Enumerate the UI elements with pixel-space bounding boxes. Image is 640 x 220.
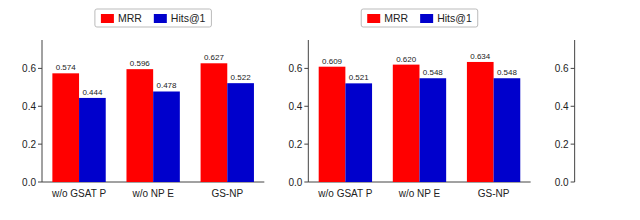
legend-frame <box>95 9 212 27</box>
bar <box>494 78 521 182</box>
data-label: 0.620 <box>396 55 417 64</box>
y-tick-label: 0.0 <box>555 177 569 188</box>
legend: MRR Hits@1 <box>361 9 478 27</box>
y-tick-label: 0.0 <box>288 177 302 188</box>
x-tick-label: GS-NP <box>211 188 243 199</box>
y-tick <box>38 144 42 145</box>
bar <box>319 67 346 182</box>
legend-swatch <box>154 14 167 23</box>
legend-label: MRR <box>118 12 142 24</box>
x-tick-label: w/o GSAT P <box>51 188 106 199</box>
data-label: 0.478 <box>156 81 177 90</box>
x-tick-label: GS-NP <box>478 188 510 199</box>
y-tick-label: 0.0 <box>22 177 36 188</box>
bar <box>201 63 228 182</box>
legend-label: Hits@1 <box>437 12 472 24</box>
data-label: 0.548 <box>423 68 444 77</box>
bar <box>52 73 79 182</box>
legend-label: Hits@1 <box>171 12 206 24</box>
y-tick-label: 0.4 <box>555 101 569 112</box>
y-tick <box>38 106 42 107</box>
y-axis-line <box>574 40 575 182</box>
data-label: 0.574 <box>56 63 77 72</box>
bar <box>419 78 446 182</box>
data-label: 0.522 <box>231 73 252 82</box>
y-axis-line <box>308 40 309 182</box>
bar <box>153 91 180 182</box>
data-label: 0.521 <box>349 73 370 82</box>
y-tick <box>304 182 308 183</box>
legend-frame <box>361 9 478 27</box>
y-tick <box>38 182 42 183</box>
y-tick-label: 0.2 <box>555 139 569 150</box>
y-tick <box>571 106 575 107</box>
y-tick <box>38 68 42 69</box>
legend-swatch <box>367 14 380 23</box>
panel: 0.0 0.2 0.4 0.6 w/o GSAT P w/o NP E GS-NP 0.574… <box>22 9 264 199</box>
bar <box>79 98 106 182</box>
y-tick <box>304 144 308 145</box>
y-tick-label: 0.6 <box>555 63 569 74</box>
legend-swatch <box>420 14 433 23</box>
y-tick <box>571 182 575 183</box>
y-axis-line <box>42 40 43 182</box>
data-label: 0.444 <box>82 88 103 97</box>
y-tick <box>571 144 575 145</box>
data-label: 0.609 <box>322 57 343 66</box>
bars <box>52 63 254 182</box>
y-tick-label: 0.4 <box>288 101 302 112</box>
x-tick-label: w/o NP E <box>398 188 441 199</box>
bar <box>467 62 494 182</box>
bar <box>393 65 420 182</box>
bar <box>345 83 372 182</box>
y-tick-label: 0.2 <box>288 139 302 150</box>
y-tick <box>304 106 308 107</box>
y-tick-label: 0.6 <box>288 63 302 74</box>
legend: MRR Hits@1 <box>95 9 212 27</box>
legend-swatch <box>101 14 114 23</box>
y-tick <box>571 68 575 69</box>
legend-label: MRR <box>384 12 408 24</box>
x-tick-label: w/o GSAT P <box>317 188 372 199</box>
y-tick-label: 0.6 <box>22 63 36 74</box>
bars <box>319 62 521 182</box>
y-tick-label: 0.2 <box>22 139 36 150</box>
data-label: 0.627 <box>204 53 225 62</box>
data-label: 0.596 <box>130 59 151 68</box>
bar <box>227 83 254 182</box>
bar <box>126 69 153 182</box>
x-tick-label: w/o NP E <box>131 188 174 199</box>
y-tick <box>304 68 308 69</box>
chart: 0.0 0.2 0.4 0.6 w/o GSAT P w/o NP E GS-NP 0.574… <box>0 0 640 220</box>
panel: 0.0 0.2 0.4 0.6 <box>555 40 575 188</box>
panel: 0.0 0.2 0.4 0.6 w/o GSAT P w/o NP E GS-NP 0.609… <box>288 9 530 199</box>
data-label: 0.634 <box>470 52 491 61</box>
y-tick-label: 0.4 <box>22 101 36 112</box>
data-label: 0.548 <box>497 68 518 77</box>
